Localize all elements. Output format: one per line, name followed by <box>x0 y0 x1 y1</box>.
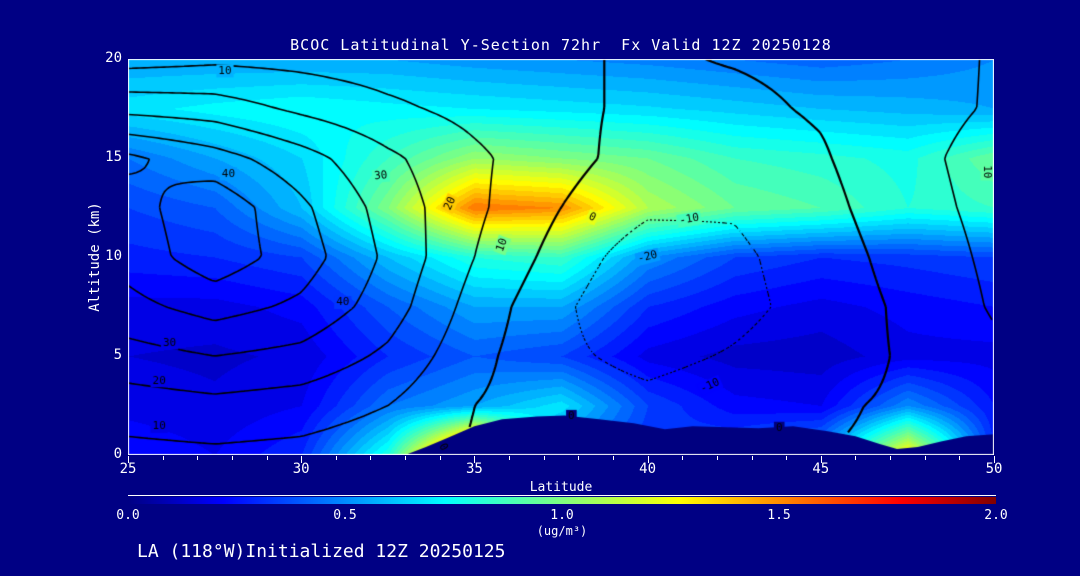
x-axis-minor-tick <box>925 456 926 460</box>
x-axis-minor-tick <box>578 456 579 460</box>
colorbar-tick-label: 2.0 <box>984 508 1008 523</box>
x-tick-label: 35 <box>465 461 483 477</box>
y-tick-label: 5 <box>113 347 122 363</box>
y-tick-label: 0 <box>113 446 122 462</box>
footer-annotation: LA (118°W)Initialized 12Z 20250125 <box>137 541 506 562</box>
x-axis-minor-tick <box>440 456 441 460</box>
x-axis-major-tick <box>648 456 649 463</box>
x-tick-label: 45 <box>812 461 830 477</box>
x-axis-minor-tick <box>613 456 614 460</box>
x-axis-minor-tick <box>752 456 753 460</box>
x-axis-minor-tick <box>959 456 960 460</box>
y-tick-label: 20 <box>105 50 122 66</box>
y-tick-label: 10 <box>105 248 122 264</box>
y-tick-label: 15 <box>105 149 122 165</box>
x-tick-label: 40 <box>639 461 657 477</box>
colorbar-tick-label: 1.0 <box>550 508 574 523</box>
x-tick-label: 30 <box>292 461 310 477</box>
x-axis-minor-tick <box>197 456 198 460</box>
colorbar-gradient <box>128 497 996 504</box>
x-axis-minor-tick <box>370 456 371 460</box>
x-axis-minor-tick <box>163 456 164 460</box>
x-axis-major-tick <box>994 456 995 463</box>
x-axis-major-tick <box>128 456 129 463</box>
x-axis-minor-tick <box>509 456 510 460</box>
x-axis-major-tick <box>301 456 302 463</box>
x-axis-minor-tick <box>890 456 891 460</box>
colorbar-tick-label: 0.5 <box>333 508 357 523</box>
x-axis-minor-tick <box>336 456 337 460</box>
x-axis-minor-tick <box>405 456 406 460</box>
x-axis-minor-tick <box>267 456 268 460</box>
contour-plot-canvas <box>128 59 994 455</box>
x-axis-minor-tick <box>682 456 683 460</box>
colorbar-top-rule <box>128 495 996 496</box>
colorbar-tick-label: 0.0 <box>116 508 140 523</box>
x-axis-label: Latitude <box>529 480 593 495</box>
x-tick-label: 50 <box>985 461 1003 477</box>
x-axis-minor-tick <box>232 456 233 460</box>
x-axis-minor-tick <box>544 456 545 460</box>
colorbar-units: (ug/m³) <box>536 524 588 538</box>
x-axis-major-tick <box>821 456 822 463</box>
colorbar-tick-label: 1.5 <box>767 508 791 523</box>
x-axis-minor-tick <box>717 456 718 460</box>
x-tick-label: 25 <box>119 461 137 477</box>
x-axis-minor-tick <box>855 456 856 460</box>
x-axis-minor-tick <box>786 456 787 460</box>
plot-title: BCOC Latitudinal Y-Section 72hr Fx Valid… <box>290 36 832 54</box>
x-axis-major-tick <box>474 456 475 463</box>
